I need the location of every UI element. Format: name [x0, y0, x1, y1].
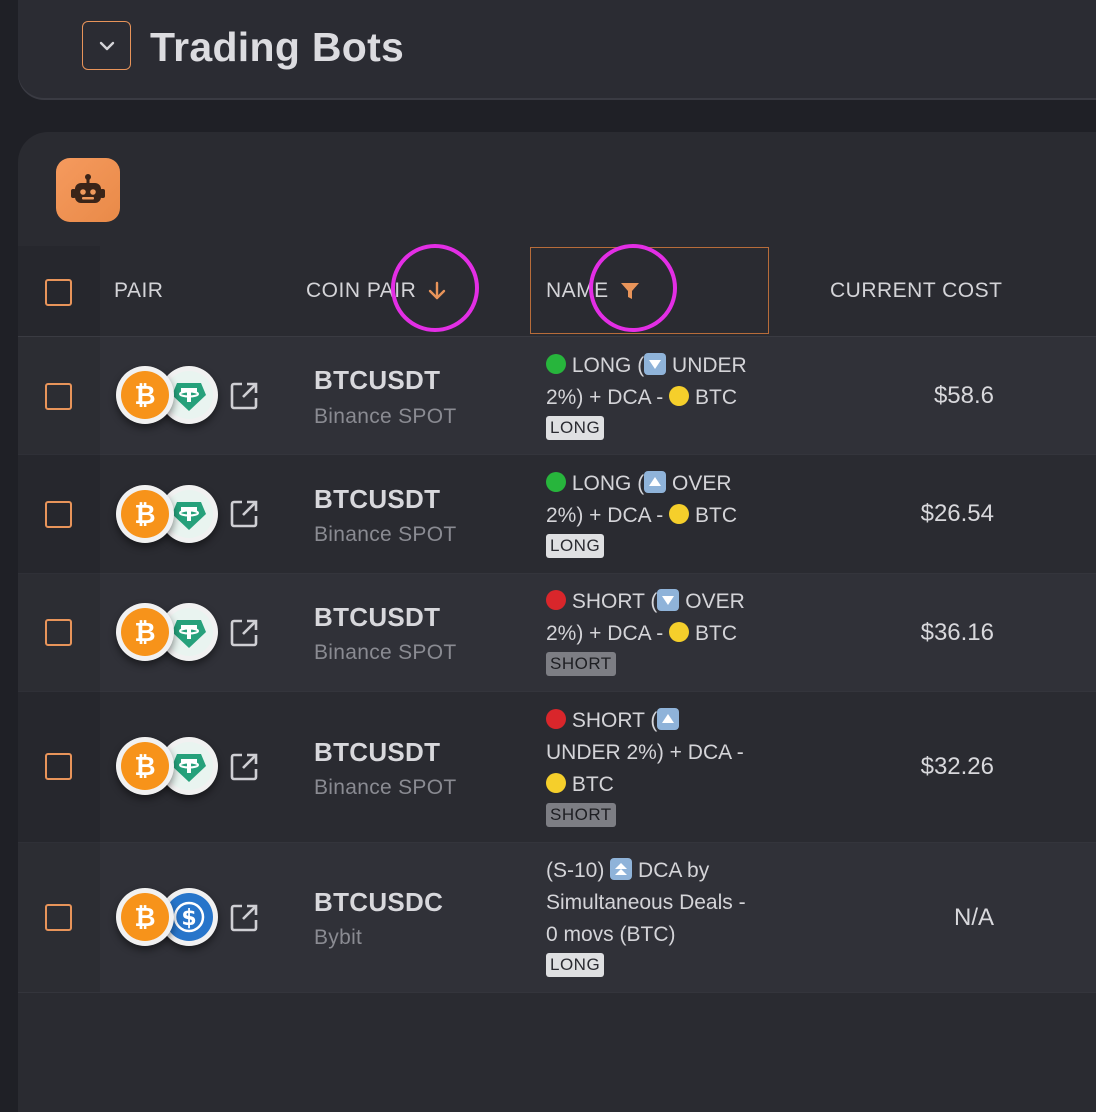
column-header-coin-pair-label: COIN PAIR: [306, 279, 417, 302]
bot-name-text: OVER 2%) + DCA -: [546, 590, 745, 645]
top-bar: [18, 0, 1096, 98]
row-checkbox[interactable]: [45, 904, 72, 931]
coin-pair-icons: ₿: [116, 603, 218, 667]
bot-name[interactable]: LONG ( OVER 2%) + DCA - BTC: [546, 468, 761, 532]
exchange-name: Binance SPOT: [314, 776, 457, 799]
tether-icon: [160, 485, 218, 543]
down-arrow-button-icon: [644, 353, 667, 375]
yellow-circle-icon: [669, 622, 690, 642]
external-link-icon[interactable]: [228, 902, 260, 934]
select-column-body: [18, 337, 100, 992]
row-checkbox[interactable]: [45, 753, 72, 780]
up-arrow-button-icon: [644, 471, 667, 493]
bot-name-text: UNDER 2%) + DCA -: [546, 741, 744, 764]
red-circle-icon: [546, 590, 566, 610]
row-checkbox[interactable]: [45, 619, 72, 646]
direction-tag: LONG: [546, 953, 605, 977]
svg-text:₿: ₿: [134, 500, 155, 529]
bot-name-text: BTC: [694, 622, 737, 645]
bot-name[interactable]: SHORT ( UNDER 2%) + DCA - BTC: [546, 705, 761, 801]
bot-name[interactable]: SHORT ( OVER 2%) + DCA - BTC: [546, 586, 761, 650]
column-header-pair[interactable]: PAIR: [114, 279, 164, 302]
svg-text:₿: ₿: [134, 381, 155, 410]
external-link-icon[interactable]: [228, 380, 260, 412]
current-cost: $58.6: [933, 382, 994, 409]
up-arrow-button-icon: [657, 708, 680, 730]
exchange-name: Binance SPOT: [314, 641, 457, 664]
yellow-circle-icon: [669, 504, 690, 524]
exchange-name: Bybit: [314, 926, 363, 949]
bot-name[interactable]: LONG ( UNDER 2%) + DCA - BTC: [546, 350, 761, 414]
bot-name-text: UNDER 2%) + DCA -: [546, 354, 747, 409]
select-all-checkbox[interactable]: [45, 279, 72, 306]
svg-text:₿: ₿: [134, 903, 155, 932]
bot-name-text: LONG (: [571, 354, 645, 377]
yellow-circle-icon: [669, 386, 690, 406]
direction-tag: LONG: [546, 416, 605, 440]
bot-name-text: BTC: [694, 504, 737, 527]
pair-symbol: BTCUSDT: [314, 365, 441, 395]
robot-icon: [56, 158, 120, 222]
svg-text:$: $: [181, 906, 196, 931]
green-circle-icon: [546, 354, 566, 374]
coin-pair-icons: ₿: [116, 366, 218, 430]
bot-name-text: OVER 2%) + DCA -: [546, 472, 732, 527]
bot-name-text: BTC: [694, 386, 737, 409]
tether-icon: [160, 737, 218, 795]
bitcoin-icon: ₿: [116, 366, 174, 424]
current-cost: $36.16: [920, 619, 994, 646]
column-header-current-cost[interactable]: CURRENT COST: [830, 279, 1003, 302]
bot-name-text: SHORT (: [571, 590, 658, 613]
svg-text:₿: ₿: [134, 618, 155, 647]
external-link-icon[interactable]: [228, 498, 260, 530]
bot-name[interactable]: (S-10) DCA by Simultaneous Deals - 0 mov…: [546, 855, 761, 951]
direction-tag: SHORT: [546, 652, 616, 676]
tether-icon: [160, 366, 218, 424]
svg-text:₿: ₿: [134, 752, 155, 781]
collapse-toggle-button[interactable]: [82, 21, 131, 70]
direction-tag: LONG: [546, 534, 605, 558]
exchange-name: Binance SPOT: [314, 405, 457, 428]
bot-name-text: SHORT (: [571, 709, 658, 732]
pair-symbol: BTCUSDT: [314, 737, 441, 767]
coin-pair-icons: $ ₿: [116, 888, 218, 952]
page-title: Trading Bots: [150, 24, 405, 70]
bitcoin-icon: ₿: [116, 485, 174, 543]
bitcoin-icon: ₿: [116, 888, 174, 946]
row-checkbox[interactable]: [45, 501, 72, 528]
bitcoin-icon: ₿: [116, 603, 174, 661]
bot-name-text: LONG (: [571, 472, 645, 495]
highlight-circle-annotation: [589, 244, 677, 332]
green-circle-icon: [546, 472, 566, 492]
coin-pair-icons: ₿: [116, 737, 218, 801]
row-checkbox[interactable]: [45, 383, 72, 410]
pair-symbol: BTCUSDC: [314, 887, 444, 917]
red-circle-icon: [546, 709, 566, 729]
yellow-circle-icon: [546, 773, 566, 793]
table-header: PAIR COIN PAIR NAME CURRENT COST: [18, 246, 1096, 337]
exchange-name: Binance SPOT: [314, 523, 457, 546]
bitcoin-icon: ₿: [116, 737, 174, 795]
current-cost: N/A: [953, 904, 994, 931]
coin-pair-icons: ₿: [116, 485, 218, 549]
pair-symbol: BTCUSDT: [314, 602, 441, 632]
direction-tag: SHORT: [546, 803, 616, 827]
fast-up-button-icon: [610, 858, 633, 880]
current-cost: $32.26: [920, 753, 994, 780]
highlight-circle-annotation: [391, 244, 479, 332]
chevron-down-icon: [99, 41, 114, 50]
bot-name-text: (S-10): [546, 859, 605, 882]
external-link-icon[interactable]: [228, 617, 260, 649]
external-link-icon[interactable]: [228, 751, 260, 783]
down-arrow-button-icon: [657, 589, 680, 611]
bot-name-text: BTC: [571, 773, 614, 796]
current-cost: $26.54: [920, 500, 994, 527]
pair-symbol: BTCUSDT: [314, 484, 441, 514]
bot-name-text: DCA by Simultaneous Deals - 0 movs (BTC): [546, 859, 746, 946]
